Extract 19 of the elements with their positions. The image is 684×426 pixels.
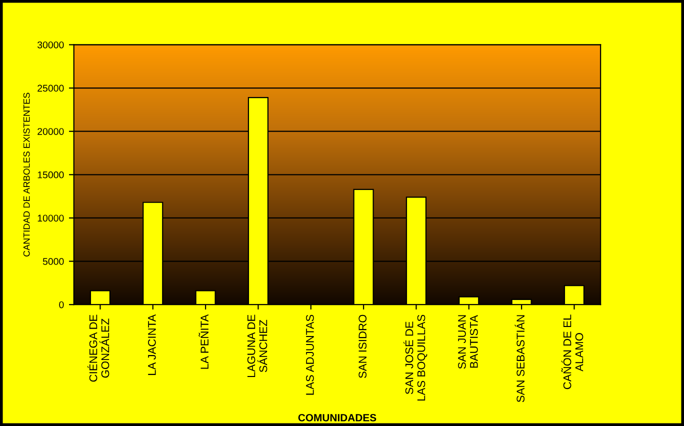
y-tick-label: 20000 (38, 128, 64, 135)
x-tick-label: CIÉNEGA DE GONZÁLEZ (87, 314, 110, 382)
y-tick-label: 0 (59, 301, 64, 308)
y-tick-label: 10000 (38, 214, 64, 222)
x-axis-title: COMUNIDADES (298, 414, 376, 422)
y-tick-label: 5000 (42, 258, 64, 265)
y-axis-title: CANTIDAD DE ARBOLES EXISTENTES (23, 92, 30, 256)
x-tick-label: SAN JUAN BAUTISTA (458, 315, 478, 369)
x-tick-label: LA JACINTA (148, 314, 156, 375)
x-tick-label: SAN JOSÉ DE LAS BOQUILLAS (403, 314, 428, 400)
y-tick-label: 15000 (38, 171, 64, 178)
x-tick-label: CAÑÓN DE EL ALAMO (561, 314, 584, 390)
x-tick-label: SAN ISIDRO (358, 314, 367, 378)
x-tick-label: SAN SEBASTIÁN (514, 315, 525, 402)
x-tick-label: LA PEÑITA (198, 314, 208, 369)
y-tick-label: 25000 (38, 84, 64, 92)
x-tick-label: LAGUNA DE SÁNCHEZ (247, 314, 268, 378)
y-tick-label: 30000 (37, 41, 64, 48)
x-tick-label: LAS ADJUNTAS (306, 314, 314, 395)
